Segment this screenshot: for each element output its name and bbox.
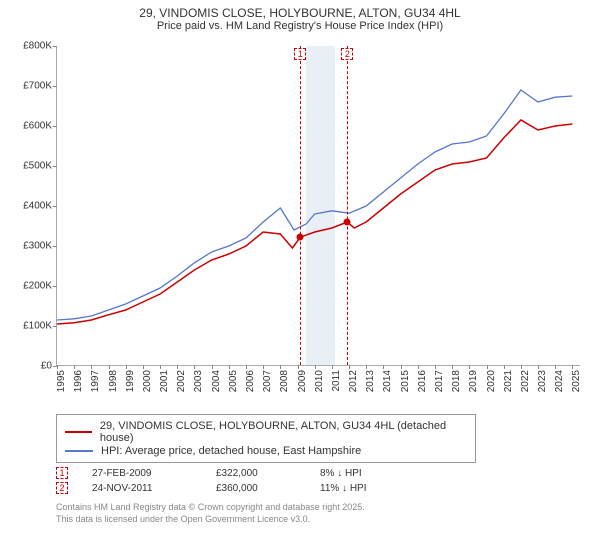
event-vline: [300, 46, 301, 365]
x-axis-label: 1996: [73, 370, 84, 400]
chart-container: 29, VINDOMIS CLOSE, HOLYBOURNE, ALTON, G…: [0, 0, 600, 531]
x-axis-label: 2007: [262, 370, 273, 400]
y-tick: [53, 126, 57, 127]
x-axis-label: 2015: [400, 370, 411, 400]
y-tick: [53, 326, 57, 327]
x-axis-label: 2022: [520, 370, 531, 400]
x-axis-label: 2016: [417, 370, 428, 400]
y-tick: [53, 86, 57, 87]
y-axis-label: £600K: [23, 121, 52, 132]
y-tick: [53, 286, 57, 287]
event-dot: [297, 234, 304, 241]
event-date: 27-FEB-2009: [92, 468, 192, 479]
event-price: £322,000: [216, 468, 296, 479]
x-axis-label: 2020: [486, 370, 497, 400]
x-axis-label: 2011: [331, 370, 342, 400]
y-tick: [53, 166, 57, 167]
legend-label: HPI: Average price, detached house, East…: [101, 445, 361, 457]
line-svg: [57, 46, 581, 366]
y-axis-labels: £0£100K£200K£300K£400K£500K£600K£700K£80…: [10, 46, 54, 366]
x-axis-label: 2019: [468, 370, 479, 400]
y-tick: [53, 206, 57, 207]
x-axis-label: 2017: [434, 370, 445, 400]
events-table: 1 27-FEB-2009 £322,000 8% ↓ HPI 2 24-NOV-2011…: [56, 467, 590, 494]
y-axis-label: £0: [41, 361, 52, 372]
legend-swatch: [65, 431, 92, 433]
footer-line1: Contains HM Land Registry data © Crown c…: [56, 502, 590, 514]
x-axis-label: 1995: [56, 370, 67, 400]
y-tick: [53, 246, 57, 247]
event-marker-box: 1: [56, 467, 68, 479]
x-axis-label: 2024: [554, 370, 565, 400]
x-axis-label: 2012: [348, 370, 359, 400]
legend-label: 29, VINDOMIS CLOSE, HOLYBOURNE, ALTON, G…: [100, 420, 467, 444]
x-axis-label: 1997: [90, 370, 101, 400]
y-axis-label: £100K: [23, 321, 52, 332]
x-axis-label: 2002: [176, 370, 187, 400]
x-axis-label: 2025: [571, 370, 582, 400]
y-axis-label: £700K: [23, 81, 52, 92]
event-date: 24-NOV-2011: [92, 483, 192, 494]
y-axis-label: £400K: [23, 201, 52, 212]
x-axis-label: 2010: [314, 370, 325, 400]
event-vline: [347, 46, 348, 365]
legend-item: HPI: Average price, detached house, East…: [65, 445, 467, 457]
event-pct: 11% ↓ HPI: [320, 483, 367, 494]
x-axis-label: 2001: [159, 370, 170, 400]
event-price: £360,000: [216, 483, 296, 494]
x-axis-label: 2000: [142, 370, 153, 400]
y-tick: [53, 46, 57, 47]
footer-line2: This data is licensed under the Open Gov…: [56, 514, 590, 526]
legend-swatch: [65, 450, 93, 452]
legend-box: 29, VINDOMIS CLOSE, HOLYBOURNE, ALTON, G…: [56, 414, 476, 463]
x-axis-label: 2009: [297, 370, 308, 400]
chart-title: 29, VINDOMIS CLOSE, HOLYBOURNE, ALTON, G…: [10, 6, 590, 20]
x-axis-label: 2018: [451, 370, 462, 400]
legend-item: 29, VINDOMIS CLOSE, HOLYBOURNE, ALTON, G…: [65, 420, 467, 444]
x-axis-label: 2004: [211, 370, 222, 400]
footer-text: Contains HM Land Registry data © Crown c…: [56, 502, 590, 525]
x-axis-label: 2014: [382, 370, 393, 400]
event-row: 1 27-FEB-2009 £322,000 8% ↓ HPI: [56, 467, 590, 479]
chart-area: £0 £100K £200K £300K £400K £500K £600K £700K £80…: [10, 38, 590, 408]
series-hpi: [57, 90, 572, 320]
event-dot: [344, 219, 351, 226]
event-marker-top: 1: [294, 48, 306, 60]
x-axis-label: 2003: [193, 370, 204, 400]
plot-area: 12: [56, 46, 580, 366]
x-axis-label: 1999: [125, 370, 136, 400]
x-axis-label: 2006: [245, 370, 256, 400]
x-axis-label: 2023: [537, 370, 548, 400]
y-axis-label: £800K: [23, 41, 52, 52]
x-axis-label: 1998: [108, 370, 119, 400]
x-axis-label: 2013: [365, 370, 376, 400]
y-axis-label: £500K: [23, 161, 52, 172]
x-axis-labels: 1995 1996 1997 1998 1999 2000 2001 2002 2003 2004…: [56, 368, 580, 408]
y-axis-label: £300K: [23, 241, 52, 252]
event-marker-top: 2: [341, 48, 353, 60]
event-marker-box: 2: [56, 482, 68, 494]
x-axis-label: 2008: [279, 370, 290, 400]
chart-subtitle: Price paid vs. HM Land Registry's House …: [10, 20, 590, 32]
y-axis-label: £200K: [23, 281, 52, 292]
event-row: 2 24-NOV-2011 £360,000 11% ↓ HPI: [56, 482, 590, 494]
series-price_paid: [57, 120, 572, 324]
event-pct: 8% ↓ HPI: [320, 468, 362, 479]
x-axis-label: 2021: [503, 370, 514, 400]
x-axis-label: 2005: [228, 370, 239, 400]
